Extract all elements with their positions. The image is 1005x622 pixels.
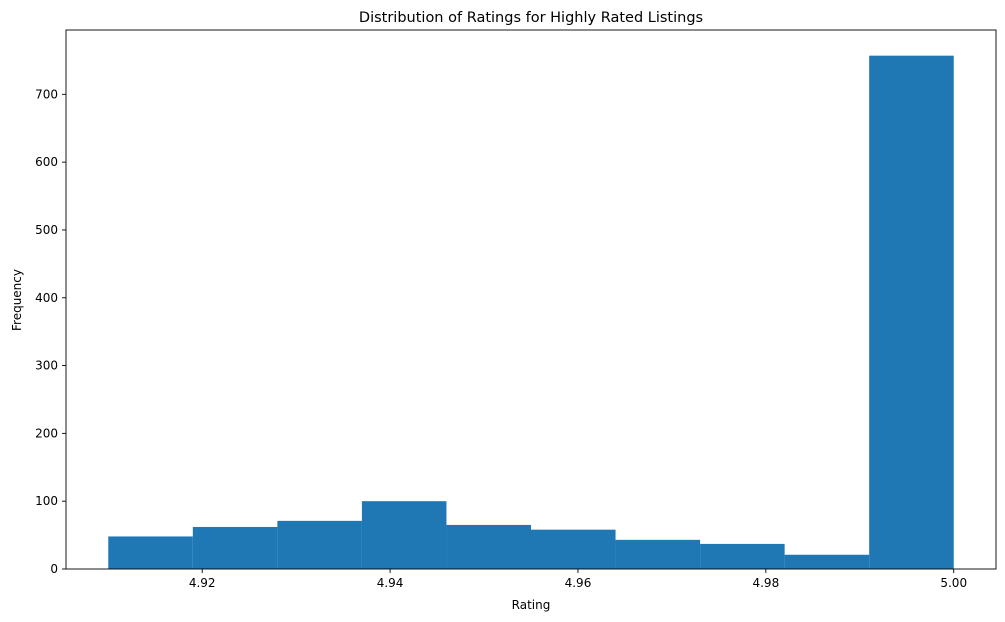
histogram-bar xyxy=(869,55,954,569)
histogram-bar xyxy=(277,520,362,569)
x-axis-label: Rating xyxy=(512,598,551,612)
x-tick-label: 4.92 xyxy=(189,576,216,590)
bars-group xyxy=(108,55,954,569)
x-tick-label: 4.98 xyxy=(752,576,779,590)
y-tick-label: 500 xyxy=(35,223,58,237)
chart-title: Distribution of Ratings for Highly Rated… xyxy=(359,10,703,26)
y-tick-label: 600 xyxy=(35,155,58,169)
plot-frame xyxy=(65,29,997,570)
histogram-bar xyxy=(446,524,531,569)
x-tick-label: 4.96 xyxy=(565,576,592,590)
histogram-bar xyxy=(784,554,870,569)
histogram-bar xyxy=(615,539,701,569)
y-axis-label: Frequency xyxy=(10,269,24,331)
y-tick-label: 200 xyxy=(35,426,58,440)
x-axis-ticks: 4.92 4.94 4.96 4.98 5.00 xyxy=(189,569,967,590)
histogram-bar xyxy=(192,526,278,569)
histogram-bar xyxy=(700,543,785,569)
histogram-bar xyxy=(361,501,447,569)
y-tick-label: 300 xyxy=(35,359,58,373)
y-axis-ticks: 0 100 200 300 400 500 600 700 xyxy=(35,87,66,576)
x-tick-label: 4.94 xyxy=(377,576,404,590)
histogram-bar xyxy=(531,529,616,569)
y-tick-label: 100 xyxy=(35,494,58,508)
y-tick-label: 0 xyxy=(50,562,58,576)
x-tick-label: 5.00 xyxy=(940,576,967,590)
histogram-bar xyxy=(108,536,193,569)
y-tick-label: 700 xyxy=(35,87,58,101)
y-tick-label: 400 xyxy=(35,291,58,305)
